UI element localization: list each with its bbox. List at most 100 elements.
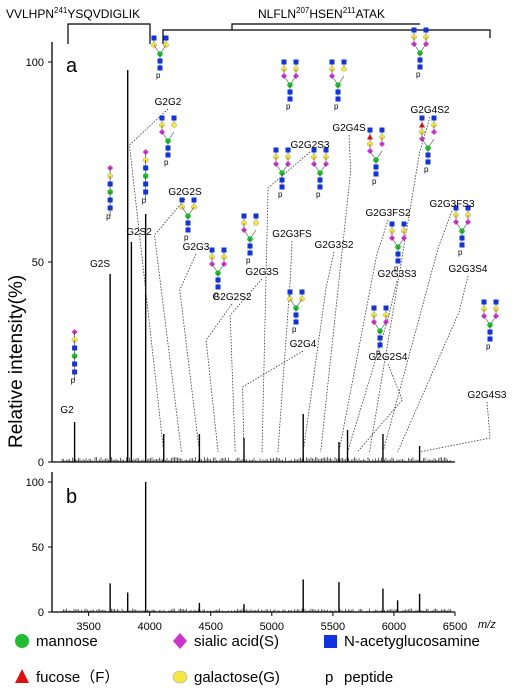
glycan-structure: p bbox=[453, 205, 472, 257]
x-tick-label: 3500 bbox=[76, 621, 100, 633]
glycoform-label: G2G3FS bbox=[272, 229, 312, 240]
glycoform-label: G2G4S3 bbox=[468, 390, 507, 401]
svg-text:NLFLN207HSEN211ATAK: NLFLN207HSEN211ATAK bbox=[258, 6, 385, 21]
svg-text:p: p bbox=[278, 190, 283, 199]
leader-line bbox=[242, 350, 304, 453]
glycan-structure: p bbox=[419, 115, 438, 174]
glycan-structure: p bbox=[411, 27, 430, 79]
leader-line bbox=[261, 151, 311, 453]
legend: mannose sialic acid(S) N-acetyglucosamine f… bbox=[15, 633, 480, 686]
x-axis-unit: m/z bbox=[478, 619, 496, 631]
x-tick-label: 4500 bbox=[199, 621, 223, 633]
x-tick-label: 6500 bbox=[443, 621, 467, 633]
svg-text:p: p bbox=[334, 102, 339, 111]
glycan-structure: p bbox=[142, 149, 149, 205]
glycoform-label: G2G3S4 bbox=[449, 264, 488, 275]
glycoform-label: G2G2S bbox=[168, 187, 202, 198]
glycoform-label: G2S2 bbox=[126, 227, 152, 238]
glycan-structure: p bbox=[329, 59, 348, 111]
leader-line bbox=[154, 198, 186, 453]
legend-item: mannose bbox=[15, 633, 98, 650]
svg-text:p: p bbox=[376, 348, 381, 357]
leader-line bbox=[179, 253, 200, 453]
svg-text:p: p bbox=[316, 190, 321, 199]
svg-text:p: p bbox=[424, 165, 429, 174]
panel-a: a Relative intensity(%) 0 50 100 p p p p p p p p p… bbox=[6, 27, 507, 469]
glycan-structure: p bbox=[208, 247, 227, 299]
glycoform-label: G2G2 bbox=[155, 97, 182, 108]
glycoform-label: G2G3 bbox=[183, 242, 210, 253]
glycan-structure: p bbox=[371, 305, 390, 357]
panel-a-baseline-noise bbox=[61, 457, 451, 462]
legend-text: peptide bbox=[344, 669, 393, 686]
leader-line bbox=[205, 303, 233, 453]
y-axis-label: Relative intensity(%) bbox=[6, 275, 27, 448]
legend-item: galactose(G) bbox=[172, 669, 280, 686]
glycoform-label: G2G4S2 bbox=[411, 105, 450, 116]
glycoform-label: G2G4S bbox=[332, 123, 366, 134]
peptide-bracket-1 bbox=[67, 23, 151, 44]
legend-text: galactose(G) bbox=[194, 669, 280, 686]
peptide-bracket-2 bbox=[162, 29, 491, 44]
svg-text:p: p bbox=[156, 71, 161, 80]
leader-line bbox=[129, 108, 169, 453]
svg-text:VVLHPN241YSQVDIGLIK: VVLHPN241YSQVDIGLIK bbox=[6, 6, 140, 21]
glycoform-label: G2S bbox=[90, 259, 110, 270]
glycan-structure: p bbox=[287, 289, 306, 334]
glycan-structure: p bbox=[273, 147, 292, 199]
svg-text:p: p bbox=[325, 669, 333, 686]
legend-text: mannose bbox=[36, 633, 98, 650]
glycoform-label: G2G3S bbox=[245, 267, 279, 278]
glycoform-label: G2G3FS3 bbox=[429, 199, 474, 210]
svg-text:p: p bbox=[142, 196, 147, 205]
x-tick-label: 5000 bbox=[260, 621, 284, 633]
panel-b-label: b bbox=[66, 486, 77, 508]
svg-text:p: p bbox=[486, 342, 491, 351]
leader-line bbox=[338, 219, 389, 453]
legend-item: fucose（F） bbox=[15, 669, 119, 686]
glycan-structure: p bbox=[106, 165, 114, 221]
glycan-structure: p bbox=[481, 299, 500, 351]
glycan-structure: p bbox=[178, 197, 197, 242]
glycan-structure: p bbox=[71, 329, 78, 385]
leader-line bbox=[320, 134, 352, 453]
glycoform-label: G2G2S4 bbox=[369, 352, 408, 363]
glycoform-label: G2G3S2 bbox=[315, 240, 354, 251]
peptide-label-2: NLFLN207HSEN211ATAK bbox=[258, 6, 385, 21]
svg-text:p: p bbox=[214, 290, 219, 299]
leader-line bbox=[419, 401, 491, 453]
y-tick-label: 100 bbox=[26, 477, 44, 489]
glycoform-label: G2G2S2 bbox=[213, 292, 252, 303]
glycan-structure: p bbox=[367, 127, 386, 186]
panel-b: b 0 50 100 3500 4000 4500 5000 5500 6000 6500 m/z bbox=[26, 472, 496, 633]
svg-text:p: p bbox=[164, 158, 169, 167]
y-tick-label: 100 bbox=[26, 57, 44, 69]
glycan-structure: p bbox=[150, 35, 169, 80]
y-tick-label: 50 bbox=[32, 542, 44, 554]
panel-a-label: a bbox=[66, 55, 78, 77]
leader-line bbox=[357, 363, 403, 453]
svg-text:p: p bbox=[292, 325, 297, 334]
peptide-bracket-2-mid bbox=[231, 23, 420, 30]
svg-text:p: p bbox=[416, 70, 421, 79]
glycoform-label: G2G3FS2 bbox=[365, 208, 410, 219]
peptide-label-1: VVLHPN241YSQVDIGLIK bbox=[6, 6, 140, 21]
leader-line bbox=[397, 275, 469, 453]
leader-line bbox=[369, 116, 431, 453]
panel-b-baseline-noise bbox=[61, 608, 451, 612]
x-tick-label: 5500 bbox=[321, 621, 345, 633]
legend-item: N-acetyglucosamine bbox=[324, 633, 480, 650]
glycan-structure: p bbox=[240, 213, 259, 265]
svg-text:p: p bbox=[106, 212, 111, 221]
y-tick-label: 50 bbox=[32, 257, 44, 269]
svg-text:p: p bbox=[458, 248, 463, 257]
legend-item: p peptide bbox=[325, 669, 393, 686]
glycoform-label: G2G3S3 bbox=[378, 269, 417, 280]
svg-text:p: p bbox=[71, 376, 76, 385]
svg-text:p: p bbox=[246, 256, 251, 265]
x-tick-label: 6000 bbox=[382, 621, 406, 633]
svg-text:p: p bbox=[372, 177, 377, 186]
leader-line bbox=[347, 280, 398, 453]
y-tick-label: 0 bbox=[38, 607, 44, 619]
